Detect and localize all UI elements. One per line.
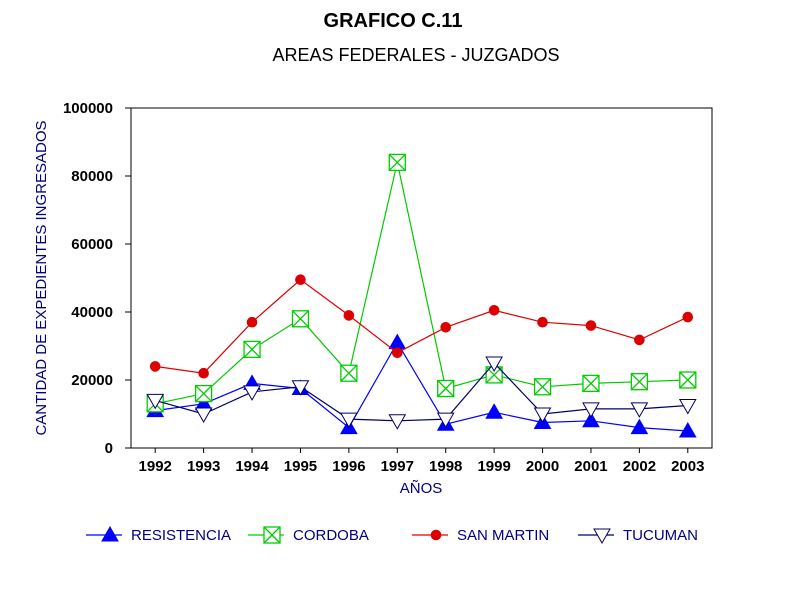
data-point bbox=[488, 305, 500, 316]
legend-item: RESISTENCIA bbox=[86, 525, 231, 544]
y-tick-label: 40000 bbox=[71, 304, 113, 321]
x-tick-label: 2002 bbox=[623, 458, 656, 475]
legend-marker bbox=[101, 525, 119, 542]
data-point bbox=[340, 412, 358, 429]
data-point bbox=[343, 310, 355, 321]
data-point bbox=[198, 367, 209, 379]
data-point bbox=[630, 402, 649, 418]
legend-marker bbox=[593, 528, 611, 545]
legend-label: CORDOBA bbox=[293, 527, 369, 544]
x-tick-label: 1997 bbox=[381, 458, 414, 475]
data-point bbox=[630, 418, 649, 435]
data-point bbox=[149, 361, 161, 372]
data-point bbox=[682, 311, 694, 323]
legend-label: RESISTENCIA bbox=[131, 527, 231, 544]
data-point bbox=[679, 371, 697, 389]
data-point bbox=[388, 153, 406, 172]
legend-marker bbox=[430, 529, 442, 541]
data-point bbox=[533, 407, 552, 424]
plot-area bbox=[130, 107, 713, 449]
data-point bbox=[291, 380, 310, 396]
x-tick-label: 2000 bbox=[526, 458, 559, 475]
data-point bbox=[678, 399, 697, 415]
data-point bbox=[485, 403, 503, 419]
series-line bbox=[155, 278, 689, 374]
series-resistencia bbox=[146, 333, 697, 438]
legend: RESISTENCIA CORDOBA SAN MARTIN TUCUMAN bbox=[86, 525, 698, 545]
x-tick-label: 2001 bbox=[574, 458, 607, 475]
data-point bbox=[582, 402, 600, 418]
series-line bbox=[155, 362, 688, 422]
data-point bbox=[340, 364, 358, 382]
y-axis-label: CANTIDAD DE EXPEDIENTES INGRESADOS bbox=[33, 120, 50, 435]
chart-title: GRAFICO C.11 bbox=[323, 10, 463, 32]
legend-label: SAN MARTIN bbox=[457, 527, 549, 544]
x-tick-label: 1992 bbox=[139, 458, 172, 475]
x-tick-label: 1994 bbox=[235, 458, 269, 475]
data-point bbox=[243, 385, 261, 401]
series-line bbox=[155, 162, 688, 405]
data-point bbox=[440, 322, 452, 333]
y-tick-label: 80000 bbox=[71, 168, 113, 185]
x-tick-label: 2003 bbox=[671, 458, 704, 475]
data-point bbox=[291, 310, 310, 328]
data-point bbox=[194, 384, 213, 403]
data-point bbox=[678, 421, 697, 438]
series-tucuman bbox=[146, 356, 697, 430]
y-axis: 0 20000 40000 60000 80000 100000 bbox=[63, 100, 131, 457]
x-tick-label: 1995 bbox=[284, 458, 317, 475]
series-layer bbox=[146, 153, 697, 438]
data-point bbox=[243, 340, 261, 359]
x-tick-label: 1996 bbox=[332, 458, 365, 475]
x-axis-label: AÑOS bbox=[400, 480, 443, 497]
y-tick-label: 0 bbox=[105, 440, 113, 457]
series-line bbox=[155, 341, 688, 432]
y-tick-label: 20000 bbox=[71, 372, 113, 389]
data-point bbox=[582, 374, 600, 393]
x-tick-label: 1998 bbox=[429, 458, 462, 475]
legend-item: CORDOBA bbox=[248, 526, 369, 544]
legend-item: SAN MARTIN bbox=[412, 527, 549, 544]
x-tick-label: 1999 bbox=[477, 458, 510, 475]
data-point bbox=[388, 333, 407, 350]
x-axis: 1992 1993 1994 1995 1996 1997 1998 1999 2000 2001… bbox=[139, 448, 704, 475]
legend-label: TUCUMAN bbox=[623, 527, 698, 544]
data-point bbox=[146, 393, 165, 410]
series-cordoba bbox=[146, 153, 697, 413]
data-point bbox=[634, 334, 645, 346]
data-point bbox=[585, 320, 597, 331]
y-tick-label: 60000 bbox=[71, 236, 113, 253]
data-point bbox=[391, 347, 403, 359]
data-point bbox=[485, 356, 503, 373]
legend-item: TUCUMAN bbox=[578, 527, 698, 545]
data-point bbox=[537, 316, 548, 328]
data-point bbox=[388, 414, 407, 430]
x-tick-label: 1993 bbox=[187, 458, 220, 475]
data-point bbox=[533, 378, 552, 396]
data-point bbox=[437, 379, 455, 398]
y-tick-label: 100000 bbox=[63, 100, 113, 117]
series-san-martin bbox=[149, 274, 694, 379]
legend-marker bbox=[263, 526, 281, 544]
data-point bbox=[194, 407, 213, 424]
data-point bbox=[295, 274, 306, 286]
data-point bbox=[582, 411, 600, 428]
data-point bbox=[630, 373, 649, 391]
chart-subtitle: AREAS FEDERALES - JUZGADOS bbox=[272, 45, 560, 65]
data-point bbox=[436, 412, 455, 429]
data-point bbox=[246, 316, 258, 328]
